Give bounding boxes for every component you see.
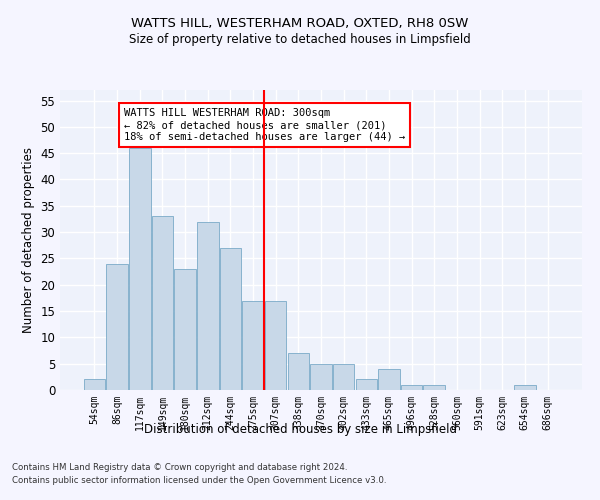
Bar <box>106 264 128 390</box>
Bar <box>356 380 377 390</box>
Bar <box>242 300 264 390</box>
Text: WATTS HILL WESTERHAM ROAD: 300sqm
← 82% of detached houses are smaller (201)
18%: WATTS HILL WESTERHAM ROAD: 300sqm ← 82% … <box>124 108 405 142</box>
Text: Distribution of detached houses by size in Limpsfield: Distribution of detached houses by size … <box>143 422 457 436</box>
Text: Contains public sector information licensed under the Open Government Licence v3: Contains public sector information licen… <box>12 476 386 485</box>
Bar <box>152 216 173 390</box>
Bar <box>265 300 286 390</box>
Bar <box>514 384 536 390</box>
Text: WATTS HILL, WESTERHAM ROAD, OXTED, RH8 0SW: WATTS HILL, WESTERHAM ROAD, OXTED, RH8 0… <box>131 18 469 30</box>
Bar <box>129 148 151 390</box>
Bar <box>378 369 400 390</box>
Bar <box>220 248 241 390</box>
Bar <box>175 269 196 390</box>
Y-axis label: Number of detached properties: Number of detached properties <box>22 147 35 333</box>
Text: Size of property relative to detached houses in Limpsfield: Size of property relative to detached ho… <box>129 32 471 46</box>
Bar <box>310 364 332 390</box>
Bar <box>287 353 309 390</box>
Bar <box>197 222 218 390</box>
Bar <box>333 364 355 390</box>
Bar <box>401 384 422 390</box>
Bar <box>84 380 105 390</box>
Text: Contains HM Land Registry data © Crown copyright and database right 2024.: Contains HM Land Registry data © Crown c… <box>12 462 347 471</box>
Bar <box>424 384 445 390</box>
